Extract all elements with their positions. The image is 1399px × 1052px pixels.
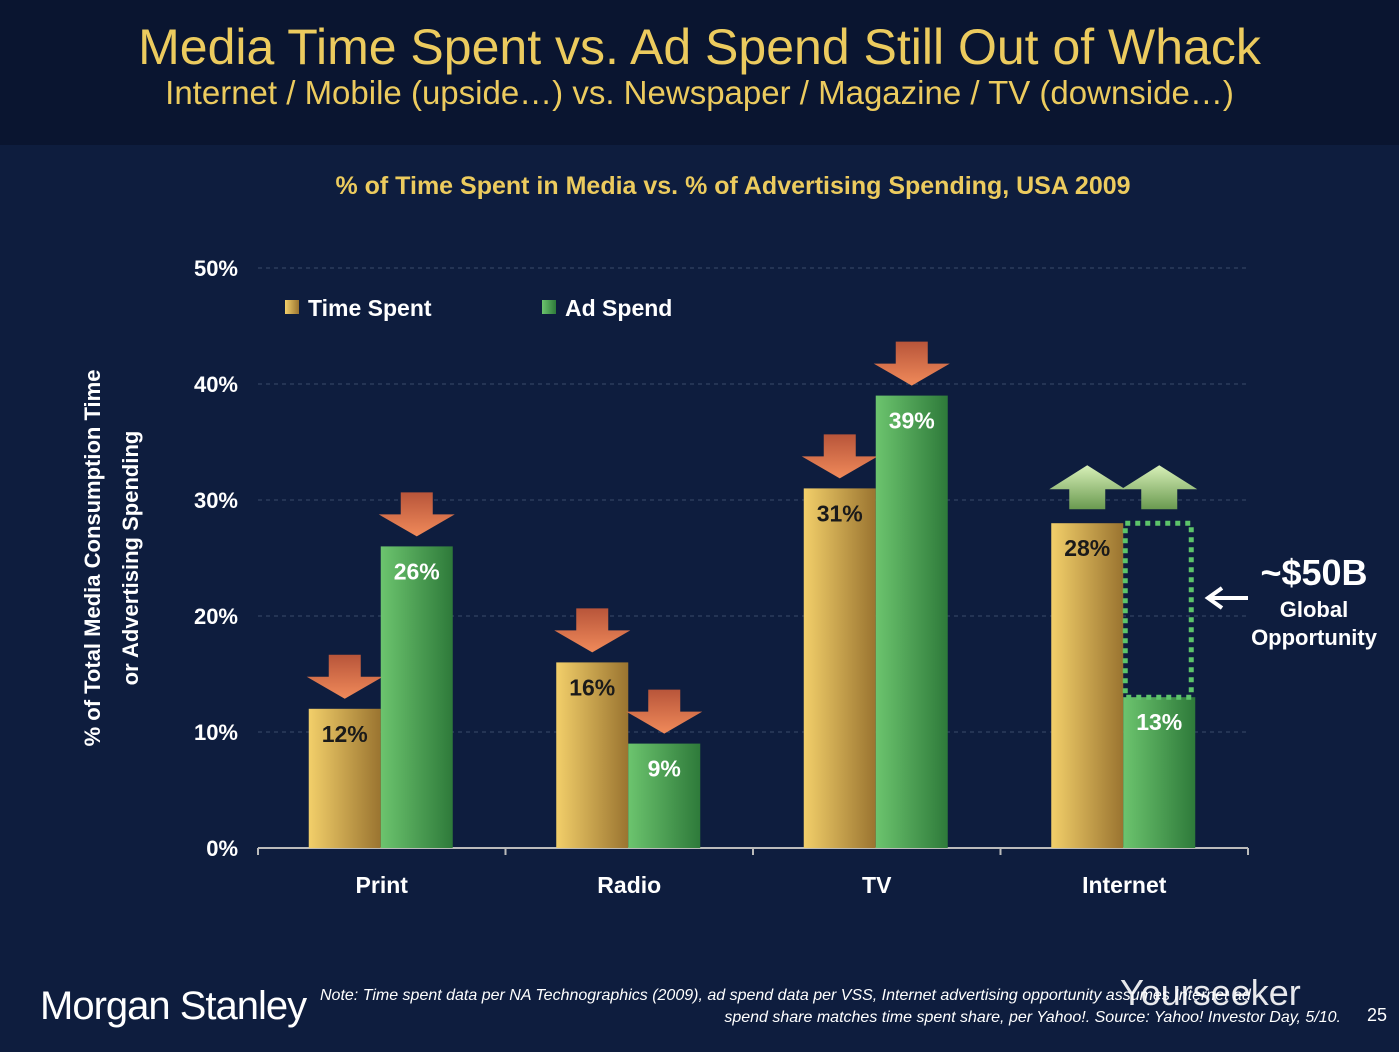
down-arrow-icon xyxy=(873,341,950,386)
y-tick-label: 50% xyxy=(194,256,238,281)
down-arrow-icon xyxy=(554,608,631,653)
up-arrow-icon xyxy=(1049,465,1126,510)
bar-ad-spend xyxy=(1123,697,1196,848)
y-tick-label: 30% xyxy=(194,488,238,513)
y-axis-label: % of Total Media Consumption Time xyxy=(80,370,105,747)
opportunity-line2: Opportunity xyxy=(1251,625,1378,650)
x-tick-label: TV xyxy=(862,872,892,898)
legend-label-time: Time Spent xyxy=(308,295,432,321)
footnote-line1: Note: Time spent data per NA Technograph… xyxy=(320,987,1251,1004)
legend-label-ad: Ad Spend xyxy=(565,295,672,321)
down-arrow-icon xyxy=(306,654,383,699)
morgan-stanley-logo: Morgan Stanley xyxy=(40,984,307,1028)
data-label: 9% xyxy=(648,756,681,782)
opportunity-value: ~$50B xyxy=(1260,552,1367,593)
up-arrow-icon xyxy=(1121,465,1198,510)
header-band xyxy=(0,0,1399,145)
opportunity-gap-box xyxy=(1122,520,1194,700)
down-arrow-icon xyxy=(378,492,455,537)
legend-swatch-time xyxy=(285,300,299,314)
bar-ad-spend xyxy=(380,546,453,848)
y-tick-label: 0% xyxy=(206,836,238,861)
y-tick-label: 20% xyxy=(194,604,238,629)
x-tick-label: Internet xyxy=(1082,872,1167,898)
data-label: 12% xyxy=(322,721,368,747)
x-tick-label: Print xyxy=(356,872,409,898)
bar-ad-spend xyxy=(628,743,701,848)
footnote-line2: spend share matches time spent share, pe… xyxy=(724,1009,1341,1026)
data-label: 16% xyxy=(569,674,615,700)
opportunity-line1: Global xyxy=(1280,597,1348,622)
legend-swatch-ad xyxy=(542,300,556,314)
data-label: 13% xyxy=(1136,709,1182,735)
x-tick-label: Radio xyxy=(597,872,661,898)
chart-title: % of Time Spent in Media vs. % of Advert… xyxy=(335,172,1131,200)
down-arrow-icon xyxy=(626,689,703,734)
y-tick-label: 40% xyxy=(194,372,238,397)
bar-ad-spend xyxy=(875,395,948,848)
data-label: 28% xyxy=(1064,535,1110,561)
bar-time-spent xyxy=(308,708,381,848)
data-label: 26% xyxy=(394,558,440,584)
bar-time-spent xyxy=(803,488,876,848)
bar-time-spent xyxy=(1051,523,1124,848)
slide-title: Media Time Spent vs. Ad Spend Still Out … xyxy=(138,19,1261,75)
slide-subtitle: Internet / Mobile (upside…) vs. Newspape… xyxy=(165,74,1234,111)
data-label: 31% xyxy=(817,500,863,526)
data-label: 39% xyxy=(889,408,935,434)
page-number: 25 xyxy=(1366,1005,1387,1025)
watermark: Yourseeker xyxy=(1120,972,1301,1013)
y-tick-label: 10% xyxy=(194,720,238,745)
down-arrow-icon xyxy=(801,434,878,479)
opportunity-arrow-icon xyxy=(1204,586,1248,610)
bar-time-spent xyxy=(556,662,629,848)
y-axis-label-2: or Advertising Spending xyxy=(118,431,143,686)
